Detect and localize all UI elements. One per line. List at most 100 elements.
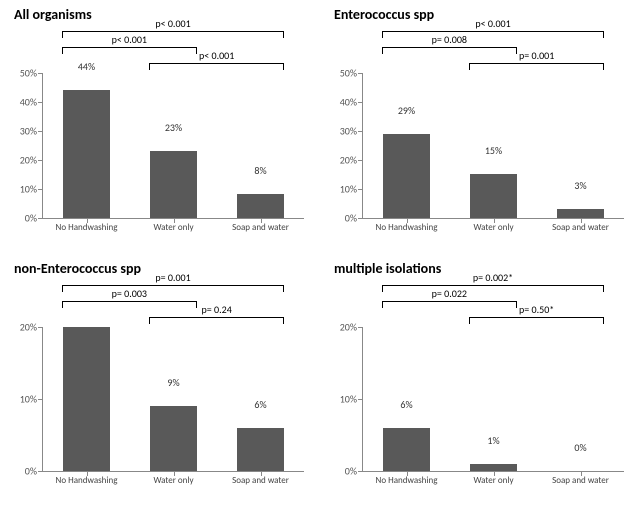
comparison-p-value: p< 0.001 — [112, 33, 147, 47]
x-tick — [494, 218, 495, 223]
y-tick-label: 10% — [340, 182, 363, 195]
y-tick-label: 10% — [20, 392, 43, 405]
bar-value-label: 15% — [485, 144, 502, 159]
y-tick-label: 20% — [340, 153, 363, 166]
comparison-bracket — [62, 31, 284, 38]
y-tick-label: 0% — [345, 211, 363, 224]
bar-value-label: 9% — [167, 376, 179, 391]
panel-non-enterococcus: non-Enterococcus spp 0%10%20%No Handwash… — [0, 254, 320, 507]
comparison-p-value: p< 0.001 — [475, 17, 510, 31]
y-tick-label: 20% — [20, 320, 43, 333]
x-tick — [494, 471, 495, 476]
plot-region: 0%10%20%No Handwashing9%Water only6%Soap… — [42, 327, 304, 473]
y-tick-label: 0% — [345, 465, 363, 478]
comparison-bracket — [382, 285, 604, 292]
bar — [470, 174, 517, 217]
x-tick — [174, 471, 175, 476]
y-tick-label: 50% — [20, 67, 43, 80]
comparison-bracket — [382, 31, 604, 38]
panel-enterococcus: Enterococcus spp 0%10%20%30%40%50%29%No … — [320, 0, 640, 254]
bar-slot: 44%No Handwashing — [43, 73, 130, 218]
bars-container: No Handwashing9%Water only6%Soap and wat… — [43, 327, 304, 472]
comparison-p-value: p= 0.002* — [473, 271, 513, 285]
panel-multiple-isolations: multiple isolations 0%10%20%6%No Handwas… — [320, 254, 640, 507]
x-tick — [87, 218, 88, 223]
comparison-bracket — [382, 301, 516, 308]
x-tick — [261, 471, 262, 476]
bar — [470, 464, 517, 471]
bar-value-label: 44% — [78, 60, 95, 75]
plot-region: 0%10%20%30%40%50%29%No Handwashing15%Wat… — [362, 73, 624, 219]
comparison-p-value: p< 0.001 — [155, 17, 190, 31]
comparison-bracket — [149, 63, 283, 70]
x-tick — [581, 218, 582, 223]
bar-slot: No Handwashing — [43, 327, 130, 472]
y-tick-label: 40% — [20, 95, 43, 108]
bar — [557, 209, 604, 218]
y-tick-label: 10% — [20, 182, 43, 195]
bar — [237, 428, 284, 471]
x-tick — [581, 471, 582, 476]
bar-slot: 15%Water only — [450, 73, 537, 218]
bars-container: 6%No Handwashing1%Water only0%Soap and w… — [363, 327, 624, 472]
y-tick-label: 50% — [340, 67, 363, 80]
comparison-bracket — [62, 47, 196, 54]
comparison-p-value: p= 0.001 — [155, 271, 190, 285]
bar-slot: 3%Soap and water — [537, 73, 624, 218]
y-tick-label: 20% — [20, 153, 43, 166]
plot-region: 0%10%20%30%40%50%44%No Handwashing23%Wat… — [42, 73, 304, 219]
bar-slot: 6%Soap and water — [217, 327, 304, 472]
comparison-p-value: p= 0.003 — [112, 287, 147, 301]
chart-area: 0% 10% 20%No Handwashing9%Water only6%Soap… — [10, 279, 310, 501]
x-tick — [174, 218, 175, 223]
chart-area: 0%10%20%6%No Handwashing1%Water only0%So… — [330, 279, 630, 501]
y-tick-label: 10% — [340, 392, 363, 405]
bar-value-label: 6% — [400, 398, 412, 413]
bar — [383, 134, 430, 218]
bar-value-label: 0% — [574, 441, 586, 456]
bar — [383, 428, 430, 471]
plot-region: 0%10%20%6%No Handwashing1%Water only0%So… — [362, 327, 624, 473]
bar-value-label: 23% — [165, 121, 182, 136]
y-tick-label: 30% — [20, 124, 43, 137]
comparison-p-value: p= 0.24 — [202, 303, 232, 317]
x-tick — [407, 218, 408, 223]
x-tick — [261, 218, 262, 223]
bar-slot: 8%Soap and water — [217, 73, 304, 218]
y-tick-label: 30% — [340, 124, 363, 137]
comparison-p-value: p< 0.001 — [199, 49, 234, 63]
comparison-bracket — [62, 301, 196, 308]
bar-value-label: 6% — [254, 398, 266, 413]
comparison-bracket — [469, 63, 603, 70]
bar-slot: 6%No Handwashing — [363, 327, 450, 472]
comparison-p-value: p= 0.022 — [432, 287, 467, 301]
bar-value-label: 1% — [487, 434, 499, 449]
panel-all-organisms: All organisms 0%10%20%30%40%50%44%No Han… — [0, 0, 320, 254]
bar — [237, 194, 284, 217]
x-tick — [407, 471, 408, 476]
bar — [150, 406, 197, 471]
bar — [63, 327, 110, 472]
bar-value-label: 8% — [254, 164, 266, 179]
comparison-bracket — [469, 317, 603, 324]
bar-value-label: 3% — [574, 179, 586, 194]
chart-area: 0% 10% 20% 30% 40% 50%44%No Handwashing23%Wat… — [10, 25, 310, 247]
bars-container: 29%No Handwashing15%Water only3%Soap and… — [363, 73, 624, 218]
bar-value-label: 29% — [398, 104, 415, 119]
bar — [63, 90, 110, 217]
comparison-p-value: p= 0.001 — [519, 49, 554, 63]
comparison-bracket — [62, 285, 284, 292]
bar-slot: 23%Water only — [130, 73, 217, 218]
x-tick — [87, 471, 88, 476]
y-tick-label: 0% — [25, 465, 43, 478]
comparison-p-value: p= 0.008 — [432, 33, 467, 47]
bar-slot: 0%Soap and water — [537, 327, 624, 472]
comparison-bracket — [382, 47, 516, 54]
bars-container: 44%No Handwashing23%Water only8%Soap and… — [43, 73, 304, 218]
y-tick-label: 0% — [25, 211, 43, 224]
y-tick-label: 40% — [340, 95, 363, 108]
chart-area: 0%10%20%30%40%50%29%No Handwashing15%Wat… — [330, 25, 630, 247]
bar-slot: 9%Water only — [130, 327, 217, 472]
y-tick-label: 20% — [340, 320, 363, 333]
chart-grid: All organisms 0%10%20%30%40%50%44%No Han… — [0, 0, 640, 507]
